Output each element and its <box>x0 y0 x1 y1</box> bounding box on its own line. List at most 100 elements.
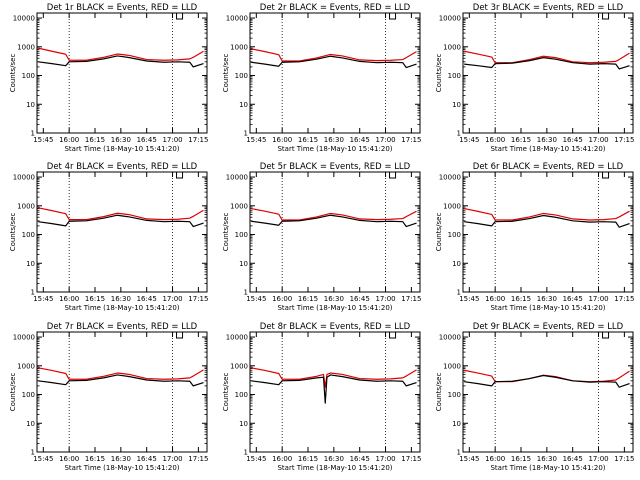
x-axis-label: Start Time (18-May-10 15:41:20) <box>277 145 392 153</box>
x-tick-label: 16:00 <box>485 295 505 303</box>
x-axis-label: Start Time (18-May-10 15:41:20) <box>277 464 392 472</box>
x-tick-label: 16:00 <box>272 295 292 303</box>
plot-frame <box>462 331 634 453</box>
y-tick-label: 1000 <box>230 202 248 210</box>
plot-frame <box>462 12 634 134</box>
interval-bracket <box>176 332 184 339</box>
x-tick-label: 17:00 <box>588 455 608 463</box>
x-tick-label: 16:45 <box>563 136 583 144</box>
x-tick-label: 15:45 <box>246 455 266 463</box>
panel-title: Det 4r BLACK = Events, RED = LLD <box>47 162 198 172</box>
panel-title: Det 8r BLACK = Events, RED = LLD <box>260 322 411 332</box>
y-axis-label: Counts/sec <box>222 213 230 252</box>
y-tick-label: 100 <box>448 231 461 239</box>
plot-frame <box>36 171 208 293</box>
y-axis-label: Counts/sec <box>435 213 443 252</box>
x-tick-label: 16:45 <box>137 295 157 303</box>
y-tick-label: 1000 <box>443 362 461 370</box>
series-line-lld <box>38 207 204 221</box>
x-tick-label: 16:30 <box>111 295 131 303</box>
x-tick-label: 16:15 <box>298 136 318 144</box>
x-tick-label: 16:00 <box>272 455 292 463</box>
y-tick-label: 10 <box>452 420 461 428</box>
chart-panel-2: Det 2r BLACK = Events, RED = LLD 1 10 100 10… <box>222 3 421 153</box>
y-tick-label: 100 <box>448 72 461 80</box>
x-axis-label: Start Time (18-May-10 15:41:20) <box>490 145 605 153</box>
chart-panel-1: Det 1r BLACK = Events, RED = LLD 1 10 100 10… <box>9 3 208 153</box>
x-tick-label: 15:45 <box>33 136 53 144</box>
series-line-events <box>251 374 417 404</box>
x-tick-label: 16:15 <box>85 136 105 144</box>
interval-bracket <box>389 332 397 339</box>
interval-bracket <box>602 172 610 179</box>
y-tick-label: 10000 <box>439 334 461 342</box>
x-tick-label: 17:15 <box>188 136 208 144</box>
y-axis-label: Counts/sec <box>435 54 443 93</box>
chart-panel-6: Det 6r BLACK = Events, RED = LLD 1 10 100 10… <box>435 162 634 312</box>
panel-title: Det 7r BLACK = Events, RED = LLD <box>47 322 198 332</box>
x-tick-label: 16:00 <box>59 455 79 463</box>
y-tick-label: 1000 <box>230 43 248 51</box>
y-tick-label: 10000 <box>226 15 248 23</box>
y-tick-label: 1000 <box>443 202 461 210</box>
x-tick-label: 17:00 <box>375 295 395 303</box>
x-tick-label: 16:00 <box>59 136 79 144</box>
x-tick-label: 17:00 <box>588 136 608 144</box>
x-tick-label: 16:00 <box>485 455 505 463</box>
x-tick-label: 16:45 <box>350 455 370 463</box>
plot-frame <box>249 12 421 134</box>
x-tick-label: 16:00 <box>59 295 79 303</box>
y-tick-label: 1 <box>457 289 461 297</box>
y-tick-label: 10 <box>26 260 35 268</box>
x-tick-label: 16:45 <box>350 295 370 303</box>
y-axis-label: Counts/sec <box>9 213 17 252</box>
panel-title: Det 6r BLACK = Events, RED = LLD <box>473 162 624 172</box>
x-tick-label: 16:30 <box>324 136 344 144</box>
y-tick-label: 10 <box>26 420 35 428</box>
x-tick-label: 17:15 <box>401 295 421 303</box>
series-line-events <box>251 55 417 69</box>
x-tick-label: 17:15 <box>401 455 421 463</box>
x-tick-label: 17:00 <box>162 455 182 463</box>
y-tick-label: 10 <box>26 101 35 109</box>
x-tick-label: 15:45 <box>459 455 479 463</box>
y-tick-label: 1 <box>244 130 248 138</box>
series-line-lld <box>464 207 630 221</box>
y-tick-label: 10000 <box>13 334 35 342</box>
interval-bracket <box>176 172 184 179</box>
y-tick-label: 10 <box>452 101 461 109</box>
y-tick-label: 1 <box>244 289 248 297</box>
x-tick-label: 16:15 <box>298 295 318 303</box>
y-tick-label: 1 <box>244 449 248 457</box>
plot-frame <box>36 12 208 134</box>
y-tick-label: 100 <box>235 72 248 80</box>
y-tick-label: 10000 <box>439 15 461 23</box>
series-line-events <box>38 214 204 228</box>
y-tick-label: 10000 <box>439 174 461 182</box>
x-tick-label: 17:00 <box>375 455 395 463</box>
y-tick-label: 1000 <box>17 202 35 210</box>
x-axis-label: Start Time (18-May-10 15:41:20) <box>490 304 605 312</box>
x-tick-label: 16:30 <box>111 136 131 144</box>
x-axis-label: Start Time (18-May-10 15:41:20) <box>490 464 605 472</box>
y-axis-label: Counts/sec <box>222 373 230 412</box>
x-tick-label: 17:15 <box>614 136 634 144</box>
y-tick-label: 1000 <box>443 43 461 51</box>
x-tick-label: 16:30 <box>537 455 557 463</box>
y-tick-label: 10000 <box>13 15 35 23</box>
plot-frame <box>462 171 634 293</box>
x-tick-label: 16:30 <box>324 455 344 463</box>
y-tick-label: 100 <box>22 391 35 399</box>
y-axis-label: Counts/sec <box>9 54 17 93</box>
y-tick-label: 100 <box>235 231 248 239</box>
x-tick-label: 16:15 <box>85 295 105 303</box>
y-tick-label: 10 <box>239 260 248 268</box>
x-tick-label: 16:30 <box>111 455 131 463</box>
y-tick-label: 1000 <box>230 362 248 370</box>
y-tick-label: 10000 <box>226 334 248 342</box>
series-line-lld <box>38 367 204 380</box>
interval-bracket <box>602 332 610 339</box>
plot-frame <box>249 171 421 293</box>
x-tick-label: 16:15 <box>511 455 531 463</box>
